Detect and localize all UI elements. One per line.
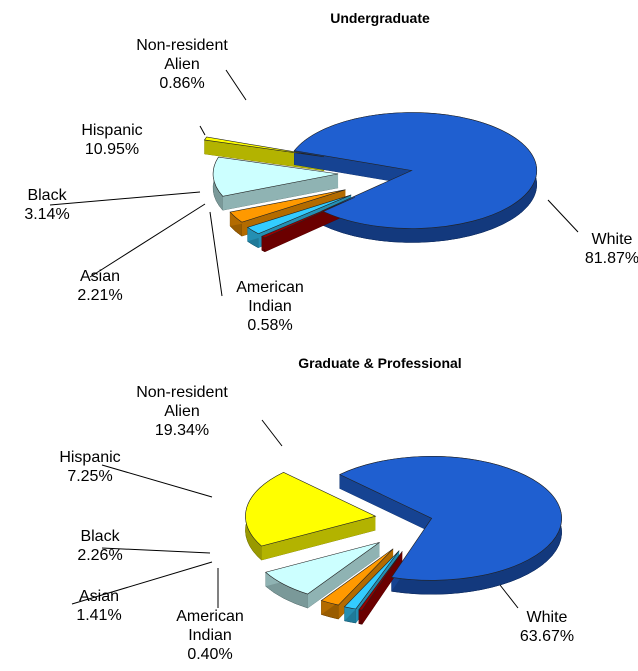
- slice: [339, 456, 562, 581]
- slice: [245, 472, 377, 547]
- slice-label: Black 2.26%: [48, 527, 152, 565]
- value-label: 0.40%: [187, 646, 233, 663]
- slice-label: Asian 1.41%: [47, 587, 151, 625]
- value-label: 81.87%: [584, 250, 638, 267]
- slice-label: Hispanic 7.25%: [38, 448, 142, 486]
- slice: [343, 550, 400, 610]
- value-label: 2.21%: [77, 287, 123, 304]
- slice-label: Asian 2.21%: [48, 267, 152, 305]
- leader-line: [261, 419, 283, 447]
- category-label: Black: [27, 187, 67, 204]
- chart-title: Undergraduate: [330, 10, 430, 26]
- slice-label: Non-resident Alien 0.86%: [130, 36, 234, 93]
- leader-line: [225, 69, 247, 101]
- category-label: American Indian: [236, 279, 304, 315]
- leader-line: [209, 211, 223, 297]
- category-label: Hispanic: [59, 449, 121, 466]
- category-label: Non-resident Alien: [136, 37, 228, 73]
- chart-title: Graduate & Professional: [298, 355, 462, 371]
- slice-wall: [358, 551, 403, 625]
- category-label: Asian: [79, 268, 121, 285]
- category-label: Asian: [78, 588, 120, 605]
- value-label: 63.67%: [519, 628, 575, 645]
- slice: [212, 156, 339, 197]
- slice-label: Non-resident Alien 19.34%: [130, 383, 234, 440]
- slice-label: Hispanic 10.95%: [60, 121, 164, 159]
- value-label: 10.95%: [84, 141, 140, 158]
- leader-line: [49, 191, 201, 206]
- value-label: 0.86%: [159, 75, 205, 92]
- category-label: American Indian: [176, 608, 244, 644]
- category-label: White: [526, 609, 568, 626]
- slice-wall: [294, 150, 412, 225]
- value-label: 2.26%: [77, 547, 123, 564]
- category-label: Hispanic: [81, 122, 143, 139]
- leader-line: [199, 125, 206, 136]
- slice: [246, 194, 352, 235]
- slice: [320, 548, 394, 606]
- slice: [229, 189, 346, 223]
- slice-label: American Indian 0.58%: [218, 278, 322, 335]
- slice: [261, 197, 355, 239]
- slice-label: American Indian 0.40%: [158, 607, 262, 664]
- value-label: 0.58%: [247, 317, 293, 334]
- slice: [358, 551, 403, 611]
- leader-line: [71, 561, 213, 605]
- slice-label: White 63.67%: [495, 608, 599, 646]
- category-label: Black: [80, 528, 120, 545]
- slice-label: White 81.87%: [560, 230, 638, 268]
- slice: [265, 542, 380, 595]
- value-label: 19.34%: [154, 422, 210, 439]
- leader-line: [547, 199, 579, 233]
- leader-line: [101, 547, 211, 554]
- category-label: White: [591, 231, 633, 248]
- leader-line: [89, 203, 206, 278]
- leader-line: [101, 464, 213, 498]
- slice-label: Black 3.14%: [0, 186, 99, 224]
- leader-line: [499, 584, 519, 609]
- category-label: Non-resident Alien: [136, 384, 228, 420]
- slice: [293, 112, 538, 229]
- value-label: 7.25%: [67, 468, 113, 485]
- value-label: 1.41%: [76, 607, 122, 624]
- slice: [203, 136, 325, 158]
- value-label: 3.14%: [24, 206, 70, 223]
